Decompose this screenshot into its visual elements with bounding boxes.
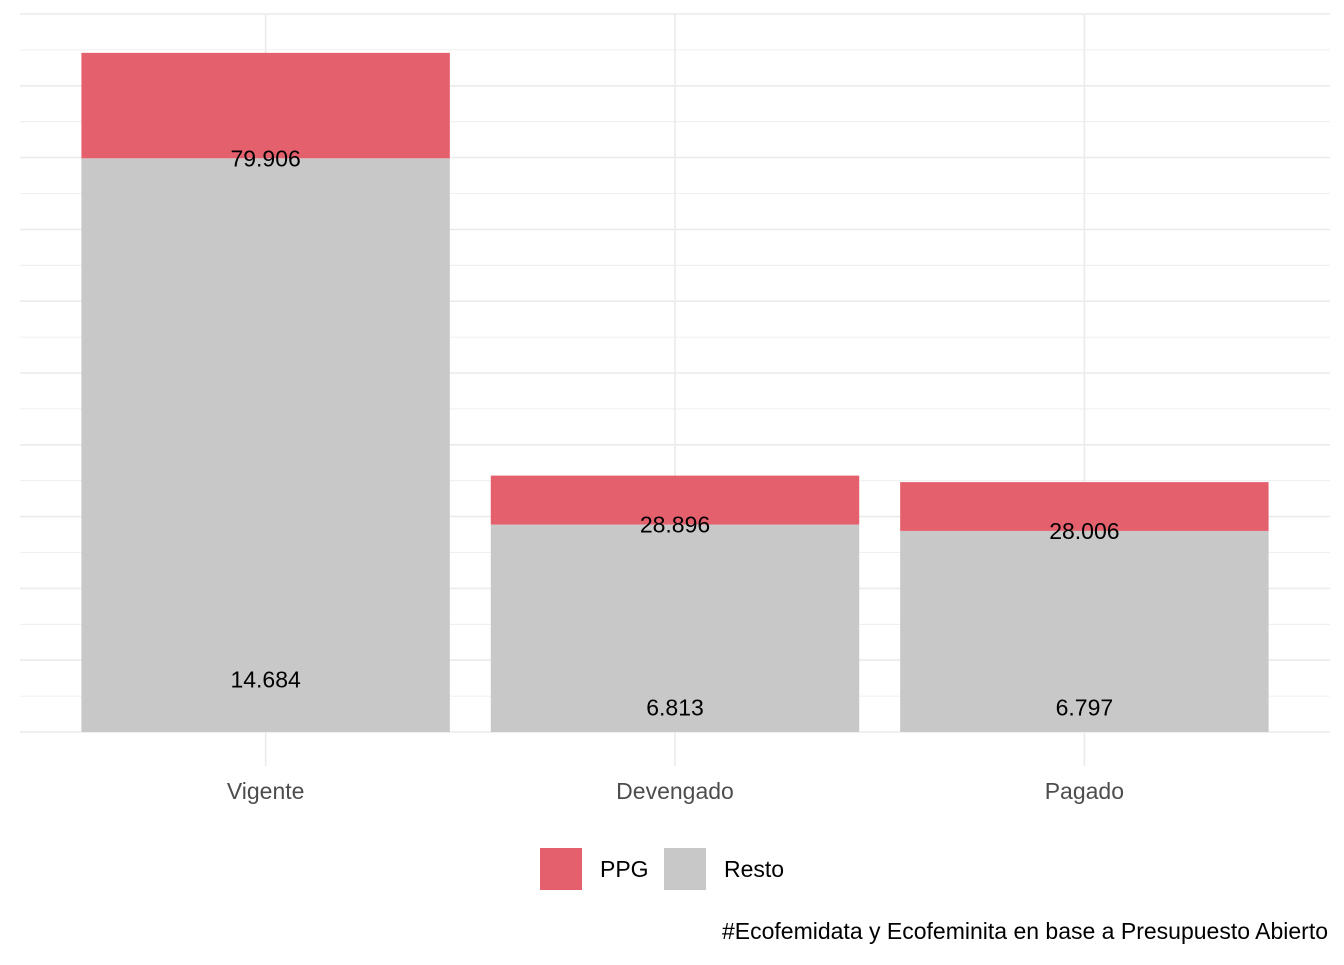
legend-key-ppg bbox=[540, 848, 582, 890]
labels-layer: 79.906 14.684 28.896 6.813 28.006 6.797 bbox=[230, 145, 1119, 720]
bar-resto-pagado bbox=[900, 530, 1269, 732]
x-axis: Vigente Devengado Pagado bbox=[227, 778, 1124, 804]
label-ppg-devengado: 6.813 bbox=[646, 695, 704, 721]
bar-ppg-vigente bbox=[81, 52, 450, 159]
label-ppg-vigente: 14.684 bbox=[230, 666, 301, 692]
legend-label-resto: Resto bbox=[724, 856, 784, 882]
bar-resto-vigente bbox=[81, 158, 450, 733]
x-tick-label: Devengado bbox=[616, 778, 734, 804]
label-resto-devengado: 28.896 bbox=[640, 512, 710, 538]
bars-layer bbox=[81, 52, 1269, 733]
label-resto-pagado: 28.006 bbox=[1049, 518, 1119, 544]
caption: #Ecofemidata y Ecofeminita en base a Pre… bbox=[721, 918, 1328, 944]
legend-label-ppg: PPG bbox=[600, 856, 649, 882]
label-ppg-pagado: 6.797 bbox=[1056, 695, 1114, 721]
label-resto-vigente: 79.906 bbox=[230, 145, 300, 171]
x-tick-label: Pagado bbox=[1045, 778, 1124, 804]
legend-key-resto bbox=[664, 848, 706, 890]
bar-resto-devengado bbox=[490, 524, 860, 732]
legend: PPG Resto bbox=[540, 848, 784, 890]
bar-ppg-pagado bbox=[900, 482, 1269, 531]
bar-ppg-devengado bbox=[490, 475, 860, 525]
x-tick-label: Vigente bbox=[227, 778, 305, 804]
